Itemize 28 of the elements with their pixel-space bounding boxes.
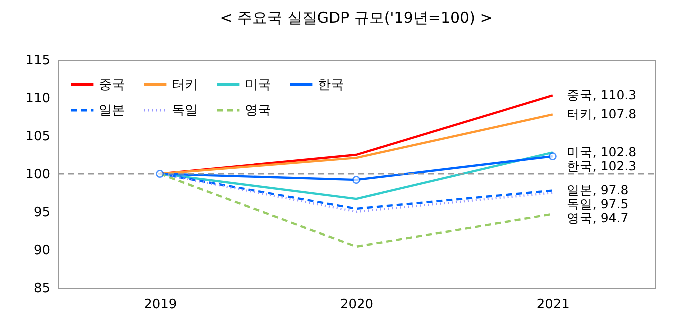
legend-label: 미국 — [245, 78, 271, 93]
annotation: 영국, 94.7 — [566, 210, 629, 226]
legend-label: 중국 — [99, 78, 125, 93]
y-tick-label: 115 — [26, 54, 50, 68]
legend-label: 일본 — [99, 104, 125, 118]
y-tick-label: 100 — [26, 168, 50, 182]
annotation: 독일, 97.5 — [566, 196, 629, 212]
point — [156, 170, 164, 178]
y-tick-label: 110 — [26, 92, 50, 106]
annotation: 일본, 97.8 — [566, 182, 629, 198]
y-tick-label: 85 — [34, 282, 50, 296]
annotation: 터키, 107.8 — [566, 106, 637, 122]
y-tick-label: 95 — [34, 206, 50, 220]
x-tick-label: 2020 — [340, 298, 374, 312]
point — [352, 176, 361, 184]
point — [548, 152, 557, 161]
legend-label: 영국 — [245, 104, 271, 118]
annotation: 중국, 110.3 — [566, 88, 637, 103]
annotation: 미국, 102.8 — [566, 144, 637, 160]
annotation: 한국, 102.3 — [566, 158, 637, 174]
legend-label: 터키 — [172, 78, 198, 93]
x-tick-label: 2021 — [536, 298, 570, 312]
y-tick-label: 105 — [26, 130, 50, 144]
chart-title: < 주요국 실질GDP 규모('19년=100) > — [220, 9, 493, 27]
legend-label: 한국 — [318, 78, 344, 93]
y-tick-label: 90 — [34, 244, 50, 258]
legend-label: 독일 — [172, 104, 198, 118]
x-tick-label: 2019 — [144, 298, 178, 312]
